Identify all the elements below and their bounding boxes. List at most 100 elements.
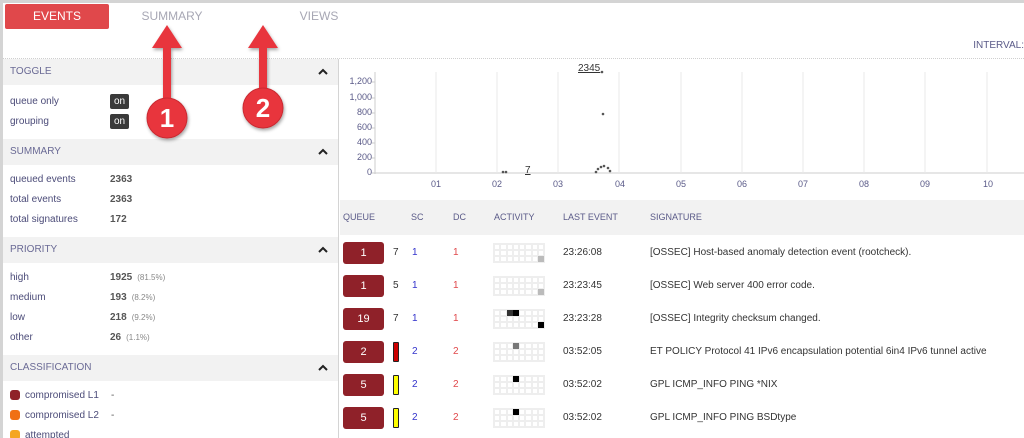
chart-svg: 2345 7 — [371, 63, 1024, 176]
chevron-up-icon[interactable] — [318, 245, 328, 255]
col-last-event[interactable]: LAST EVENT — [563, 212, 618, 222]
activity-grid — [493, 408, 545, 428]
toggle-grouping: grouping on — [10, 111, 331, 131]
y-tick: 0 — [366, 167, 372, 177]
signature-text[interactable]: [OSSEC] Integrity checksum changed. — [650, 313, 821, 324]
priority-row-low[interactable]: low 218 (9.2%) — [10, 307, 331, 327]
arrow-annotation-1: 1 — [146, 25, 188, 139]
chevron-up-icon[interactable] — [318, 147, 328, 157]
tab-summary[interactable]: SUMMARY — [141, 9, 203, 23]
svg-text:2345: 2345 — [578, 63, 601, 74]
event-count: 7 — [393, 247, 399, 258]
classification-label: compromised L1 — [25, 389, 99, 401]
chevron-up-icon[interactable] — [318, 363, 328, 373]
priority-pct: (9.2%) — [131, 312, 156, 322]
table-row[interactable]: 5 2 2 03:52:02 GPL ICMP_INFO PING *NIX — [340, 368, 1024, 401]
signature-text[interactable]: ET POLICY Protocol 41 IPv6 encapsulation… — [650, 346, 987, 357]
priority-row-high[interactable]: high 1925 (81.5%) — [10, 267, 331, 287]
signature-text[interactable]: [OSSEC] Host-based anomaly detection eve… — [650, 247, 912, 258]
summary-value: 2363 — [110, 173, 133, 185]
events-table-header: QUEUE SC DC ACTIVITY LAST EVENT SIGNATUR… — [340, 200, 1024, 235]
dest-count[interactable]: 2 — [453, 379, 459, 390]
toggle-label: grouping — [10, 115, 49, 127]
dest-count[interactable]: 1 — [453, 313, 459, 324]
priority-row-medium[interactable]: medium 193 (8.2%) — [10, 287, 331, 307]
priority-bar — [393, 408, 399, 428]
table-row[interactable]: 2 2 2 03:52:05 ET POLICY Protocol 41 IPv6 en… — [340, 335, 1024, 368]
queue-button[interactable]: 1 — [343, 275, 384, 297]
chevron-up-icon[interactable] — [318, 67, 328, 77]
queue-button[interactable]: 19 — [343, 308, 384, 330]
table-row[interactable]: 1 5 1 1 23:23:45 [OSSEC] Web server 400 error… — [340, 269, 1024, 302]
summary-row: total signatures 172 — [10, 209, 331, 229]
toggle-queue-only: queue only on — [10, 91, 331, 111]
dest-count[interactable]: 2 — [453, 412, 459, 423]
source-count[interactable]: 1 — [412, 280, 418, 291]
activity-grid — [493, 375, 545, 395]
summary-value: 2363 — [110, 193, 133, 205]
queue-button[interactable]: 1 — [343, 242, 384, 264]
x-tick: 04 — [615, 179, 626, 189]
signature-text[interactable]: [OSSEC] Web server 400 error code. — [650, 280, 815, 291]
table-row[interactable]: 19 7 1 1 23:23:28 [OSSEC] Integrity checksum … — [340, 302, 1024, 335]
source-count[interactable]: 2 — [412, 412, 418, 423]
toggle-button[interactable]: on — [110, 113, 130, 129]
x-tick: 09 — [920, 179, 931, 189]
source-count[interactable]: 1 — [412, 247, 418, 258]
classification-row[interactable]: attempted — [10, 425, 331, 438]
tab-bar: EVENTS SUMMARY VIEWS — [5, 4, 408, 30]
classification-row[interactable]: compromised L1- — [10, 385, 331, 405]
arrow-annotation-2: 2 — [242, 25, 284, 129]
x-tick: 08 — [859, 179, 870, 189]
tab-views[interactable]: VIEWS — [299, 9, 339, 23]
summary-section-header[interactable]: SUMMARY — [3, 139, 338, 165]
last-event-time: 03:52:05 — [563, 346, 602, 357]
col-activity[interactable]: ACTIVITY — [494, 212, 535, 222]
dest-count[interactable]: 1 — [453, 280, 459, 291]
priority-value: 193 — [110, 291, 127, 303]
priority-value: 26 — [110, 331, 122, 343]
priority-label: medium — [10, 291, 46, 303]
y-tick: 1,200 — [349, 76, 372, 86]
col-signature[interactable]: SIGNATURE — [650, 212, 702, 222]
signature-text[interactable]: GPL ICMP_INFO PING BSDtype — [650, 412, 797, 423]
col-sc[interactable]: SC — [411, 212, 424, 222]
priority-section-header[interactable]: PRIORITY — [3, 237, 338, 263]
dest-count[interactable]: 1 — [453, 247, 459, 258]
priority-value: 1925 — [110, 271, 133, 283]
queue-button[interactable]: 5 — [343, 374, 384, 396]
events-chart: 2345 7 0 200 400 600 800 1,000 1,200 01 … — [340, 60, 1024, 200]
y-tick: 800 — [356, 107, 372, 117]
priority-row-other[interactable]: other 26 (1.1%) — [10, 327, 331, 347]
source-count[interactable]: 2 — [412, 379, 418, 390]
queue-button[interactable]: 5 — [343, 407, 384, 429]
table-row[interactable]: 1 7 1 1 23:26:08 [OSSEC] Host-based anomaly d… — [340, 236, 1024, 269]
col-dc[interactable]: DC — [453, 212, 466, 222]
toggle-button[interactable]: on — [110, 93, 130, 109]
source-count[interactable]: 1 — [412, 313, 418, 324]
classification-row[interactable]: compromised L2- — [10, 405, 331, 425]
summary-label: total events — [10, 193, 62, 205]
classification-section-header[interactable]: CLASSIFICATION — [3, 355, 338, 381]
queue-button[interactable]: 2 — [343, 341, 384, 363]
section-title: PRIORITY — [10, 244, 58, 255]
last-event-time: 03:52:02 — [563, 379, 602, 390]
source-count[interactable]: 2 — [412, 346, 418, 357]
interval-label[interactable]: INTERVAL: — [973, 40, 1024, 51]
last-event-time: 23:23:28 — [563, 313, 602, 324]
svg-text:1: 1 — [160, 103, 174, 133]
y-tick: 600 — [356, 122, 372, 132]
toggle-label: queue only — [10, 95, 59, 107]
col-queue[interactable]: QUEUE — [343, 212, 376, 222]
x-tick: 05 — [676, 179, 687, 189]
priority-label: high — [10, 271, 29, 283]
classification-value: - — [111, 389, 115, 401]
tab-events[interactable]: EVENTS — [5, 4, 109, 29]
classification-label: attempted — [25, 429, 70, 438]
dest-count[interactable]: 2 — [453, 346, 459, 357]
table-row[interactable]: 5 2 2 03:52:02 GPL ICMP_INFO PING BSDtype — [340, 401, 1024, 434]
event-count: 5 — [393, 280, 399, 291]
signature-text[interactable]: GPL ICMP_INFO PING *NIX — [650, 379, 778, 390]
